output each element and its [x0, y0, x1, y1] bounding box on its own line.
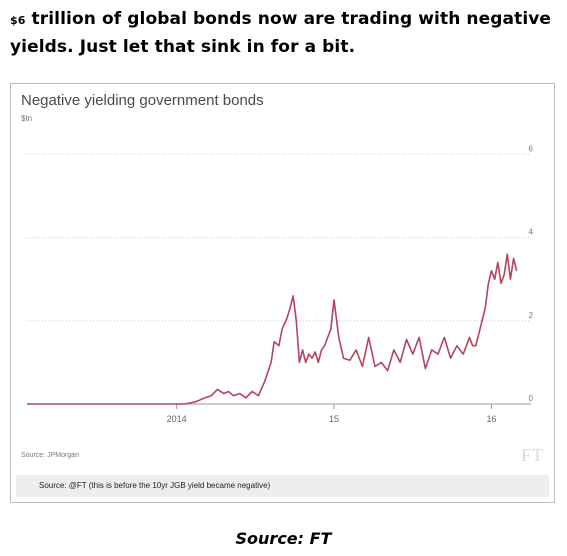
chart-source: Source: JPMorgan [21, 452, 79, 459]
y-tick-label-2: 2 [529, 311, 534, 320]
x-tick-label-2014: 2014 [167, 414, 187, 424]
chart-card: 0 2 4 6 2014 15 16 Negative yielding governmen… [10, 83, 555, 503]
y-tick-label-0: 0 [529, 394, 534, 403]
note-text: Source: @FT (this is before the 10yr JGB… [39, 481, 271, 490]
y-tick-label-4: 4 [529, 228, 534, 237]
y-tick-label-6: 6 [529, 144, 534, 153]
chart-title: Negative yielding government bonds [21, 92, 264, 109]
y-axis-unit: $tn [21, 114, 33, 123]
bottom-source: Source: FT [235, 529, 332, 548]
chart-plot: 0 2 4 6 2014 15 16 [27, 144, 534, 424]
x-tick-label-15: 15 [329, 414, 339, 424]
x-tick-label-16: 16 [487, 414, 497, 424]
headline-text: trillion of global bonds now are trading… [10, 9, 552, 57]
series-line-0 [27, 253, 518, 405]
headline-amount: $6 [10, 14, 26, 27]
ft-logo: FT [520, 445, 544, 465]
note-box: Source: @FT (this is before the 10yr JGB… [16, 475, 549, 497]
headline: $6 trillion of global bonds now are trad… [10, 6, 558, 61]
